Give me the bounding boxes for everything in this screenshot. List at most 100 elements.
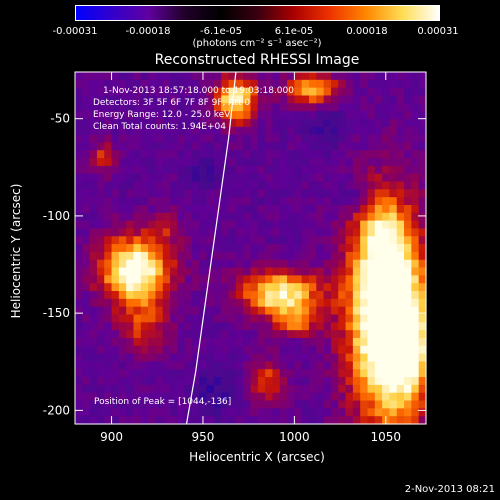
heatmap-cell — [184, 212, 193, 222]
heatmap-cell — [389, 118, 398, 128]
heatmap-cell — [228, 306, 237, 316]
heatmap-cell — [257, 134, 266, 143]
heatmap-cell — [352, 275, 361, 284]
heatmap-cell — [316, 369, 325, 378]
heatmap-cell — [111, 369, 120, 378]
heatmap-cell — [228, 189, 237, 198]
heatmap-cell — [162, 330, 171, 339]
heatmap-cell — [111, 189, 120, 198]
heatmap-cell — [338, 314, 347, 323]
heatmap-cell — [279, 392, 288, 402]
heatmap-cell — [374, 353, 383, 363]
heatmap-cell — [155, 337, 164, 347]
heatmap-cell — [155, 275, 164, 284]
heatmap-cell — [338, 87, 347, 97]
heatmap-cell — [301, 204, 310, 214]
heatmap-cell — [213, 408, 222, 417]
heatmap-cell — [338, 291, 347, 300]
heatmap-cell — [352, 228, 361, 237]
heatmap-cell — [75, 369, 83, 378]
heatmap-cell — [396, 392, 405, 402]
heatmap-cell — [374, 212, 383, 222]
heatmap-cell — [250, 361, 259, 370]
heatmap-cell — [96, 267, 105, 276]
heatmap-cell — [192, 103, 200, 112]
heatmap-cell — [89, 392, 98, 402]
heatmap-cell — [104, 204, 113, 214]
heatmap-cell — [323, 165, 332, 175]
heatmap-cell — [396, 126, 405, 136]
heatmap-cell — [257, 353, 266, 363]
heatmap-cell — [294, 298, 303, 308]
heatmap-cell — [126, 236, 135, 245]
heatmap-cell — [294, 126, 303, 136]
heatmap-cell — [323, 87, 332, 97]
heatmap-cell — [360, 298, 369, 308]
heatmap-cell — [192, 212, 200, 222]
heatmap-cell — [360, 392, 369, 402]
heatmap-cell — [279, 353, 288, 363]
heatmap-cell — [228, 220, 237, 230]
heatmap-cell — [338, 103, 347, 112]
heatmap-cell — [228, 259, 237, 269]
heatmap-cell — [301, 158, 310, 167]
heatmap-cell — [213, 400, 222, 409]
heatmap-cell — [111, 228, 120, 237]
heatmap-cell — [206, 212, 215, 222]
heatmap-cell — [250, 353, 259, 363]
heatmap-cell — [184, 361, 193, 370]
heatmap-cell — [155, 142, 164, 151]
heatmap-cell — [82, 408, 91, 417]
heatmap-cell — [257, 228, 266, 237]
heatmap-cell — [374, 103, 383, 112]
heatmap-cell — [404, 306, 412, 316]
heatmap-cell — [118, 72, 127, 81]
heatmap-cell — [89, 150, 98, 159]
heatmap-cell — [338, 111, 347, 120]
heatmap-cell — [148, 353, 157, 363]
heatmap-cell — [140, 400, 149, 409]
heatmap-cell — [323, 408, 332, 417]
heatmap-cell — [250, 283, 259, 292]
heatmap-cell — [279, 416, 288, 425]
heatmap-cell — [170, 165, 178, 175]
heatmap-cell — [148, 259, 157, 269]
heatmap-cell — [177, 369, 186, 378]
heatmap-cell — [272, 79, 281, 89]
heatmap-cell — [389, 72, 398, 81]
heatmap-cell — [404, 400, 412, 409]
heatmap-cell — [140, 204, 149, 214]
y-axis-label: Heliocentric Y (arcsec) — [9, 184, 23, 319]
heatmap-cell — [294, 134, 303, 143]
heatmap-cell — [155, 353, 164, 363]
heatmap-cell — [309, 306, 317, 316]
heatmap-cell — [170, 72, 178, 81]
heatmap-cell — [316, 408, 325, 417]
heatmap-cell — [199, 204, 208, 214]
heatmap-cell — [374, 165, 383, 175]
heatmap-cell — [177, 306, 186, 316]
heatmap-cell — [228, 111, 237, 120]
heatmap-cell — [250, 306, 259, 316]
heatmap-cell — [279, 345, 288, 355]
heatmap-cell — [250, 298, 259, 308]
heatmap-cell — [294, 259, 303, 269]
colorbar-tick-label: -0.00031 — [52, 26, 98, 37]
heatmap-cell — [418, 204, 427, 214]
heatmap-cell — [265, 408, 274, 417]
heatmap-cell — [374, 220, 383, 230]
heatmap-cell — [287, 392, 295, 402]
heatmap-cell — [316, 204, 325, 214]
heatmap-cell — [126, 79, 135, 89]
heatmap-cell — [345, 72, 354, 81]
heatmap-cell — [382, 244, 391, 253]
heatmap-cell — [89, 306, 98, 316]
heatmap-cell — [82, 314, 91, 323]
heatmap-cell — [206, 220, 215, 230]
heatmap-cell — [118, 384, 127, 394]
heatmap-cell — [309, 142, 317, 151]
heatmap-cell — [301, 345, 310, 355]
heatmap-cell — [111, 283, 120, 292]
heatmap-cell — [279, 314, 288, 323]
heatmap-cell — [170, 158, 178, 167]
